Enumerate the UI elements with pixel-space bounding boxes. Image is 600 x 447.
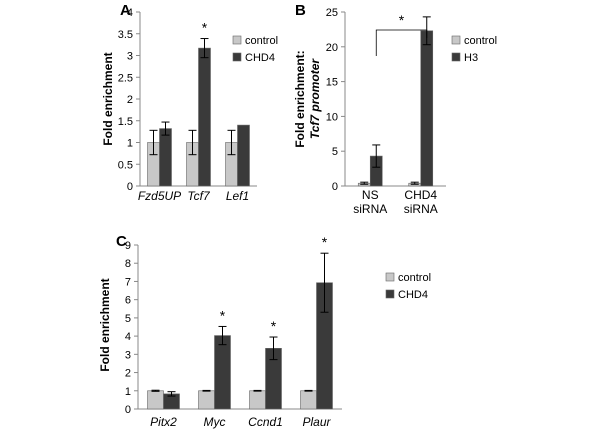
panel-a-y-tick-label: 1.5 xyxy=(118,116,133,128)
panel-a-legend-label-chd4: CHD4 xyxy=(245,52,275,64)
panel-a-y-tick-label: 0 xyxy=(127,181,133,193)
panel-c-y-tick-label: 4 xyxy=(125,331,131,343)
panel-c-category-label: Ccnd1 xyxy=(248,415,283,429)
panel-b-y-tick-label: 10 xyxy=(326,111,338,123)
panel-b-significance-star: * xyxy=(399,12,405,28)
panel-c-y-tick-label: 7 xyxy=(125,276,131,288)
panel-c-label: C xyxy=(116,233,127,250)
panel-b-y-tick-label: 5 xyxy=(332,146,338,158)
panel-b-y-tick-label: 0 xyxy=(332,181,338,193)
panel-c-y-tick-label: 6 xyxy=(125,295,131,307)
panel-b-legend-label-h3: H3 xyxy=(464,52,478,64)
panel-c-category-label: Plaur xyxy=(302,415,331,429)
panel-b-label: B xyxy=(295,2,306,19)
panel-b-y-tick-label: 15 xyxy=(326,77,338,89)
panel-b-legend-swatch-control xyxy=(451,35,461,45)
panel-a-bar-chd4 xyxy=(198,47,211,187)
panel-b-y-tick-label: 25 xyxy=(326,7,338,19)
panel-a-y-tick-label: 3 xyxy=(127,51,133,63)
panel-c-legend-label-control: control xyxy=(398,272,431,284)
panel-a-bar-chd4 xyxy=(237,124,250,187)
panel-b-legend-swatch-h3 xyxy=(451,52,461,62)
panel-c-legend-label-chd4: CHD4 xyxy=(398,289,428,301)
panel-a-category-label: Fzd5UP xyxy=(138,189,181,203)
panel-c-bar-control xyxy=(198,390,215,410)
panel-b-bar-h3 xyxy=(420,30,434,187)
panel-c-y-axis-title: Fold enrichment xyxy=(98,278,112,371)
panel-c-category-label: Myc xyxy=(204,415,226,429)
panel-a-y-tick-label: 1 xyxy=(127,138,133,150)
panel-b-y-axis-title-line1: Fold enrichment: xyxy=(293,50,307,147)
panel-c-significance-star: * xyxy=(220,307,226,323)
panel-c-bar-control xyxy=(147,390,164,410)
panel-c-y-tick-label: 2 xyxy=(125,368,131,380)
panel-b-category-label: CHD4 xyxy=(404,188,437,202)
panel-a-legend-swatch-control xyxy=(232,35,242,45)
panel-a-category-label: Tcf7 xyxy=(187,189,211,203)
panel-b-legend-label-control: control xyxy=(464,35,497,47)
panel-c-bar-chd4 xyxy=(214,335,231,410)
panel-c-category-label: Pitx2 xyxy=(150,415,177,429)
panel-c-y-tick-label: 5 xyxy=(125,313,131,325)
panel-a-y-tick-label: 2 xyxy=(127,94,133,106)
panel-c-bar-control xyxy=(249,390,266,410)
panel-a-label: A xyxy=(120,2,131,19)
panel-a-y-tick-label: 2.5 xyxy=(118,72,133,84)
panel-b-category-label: siRNA xyxy=(353,202,387,216)
panel-a-legend-label-control: control xyxy=(245,35,278,47)
panel-c-legend-swatch-control xyxy=(385,272,395,282)
panel-a-legend-swatch-chd4 xyxy=(232,52,242,62)
panel-a-category-label: Lef1 xyxy=(226,189,249,203)
panel-b-y-axis-title-line2: Tcf7 promoter xyxy=(308,58,322,140)
panel-a-bar-chd4 xyxy=(159,128,172,187)
panel-c-significance-star: * xyxy=(271,318,277,334)
panel-c-legend-swatch-chd4 xyxy=(385,289,395,299)
panel-c-significance-star: * xyxy=(322,234,328,250)
panel-c-y-tick-label: 9 xyxy=(125,240,131,252)
panel-c-y-tick-label: 1 xyxy=(125,386,131,398)
panel-a-y-tick-label: 0.5 xyxy=(118,159,133,171)
panel-c-y-tick-label: 3 xyxy=(125,349,131,361)
panel-a-y-tick-label: 3.5 xyxy=(118,29,133,41)
panel-b-significance-bracket xyxy=(375,29,428,56)
panel-a-significance-star: * xyxy=(202,20,208,36)
panel-a-y-tick-label: 4 xyxy=(127,7,133,19)
panel-b-category-label: NS xyxy=(362,188,379,202)
panel-a-y-axis-title: Fold enrichment xyxy=(101,52,115,145)
panel-c-y-tick-label: 8 xyxy=(125,258,131,270)
panel-c-bar-control xyxy=(300,390,317,410)
panel-c-y-tick-label: 0 xyxy=(125,404,131,416)
panel-b-category-label: siRNA xyxy=(404,202,438,216)
panel-b-y-tick-label: 20 xyxy=(326,42,338,54)
